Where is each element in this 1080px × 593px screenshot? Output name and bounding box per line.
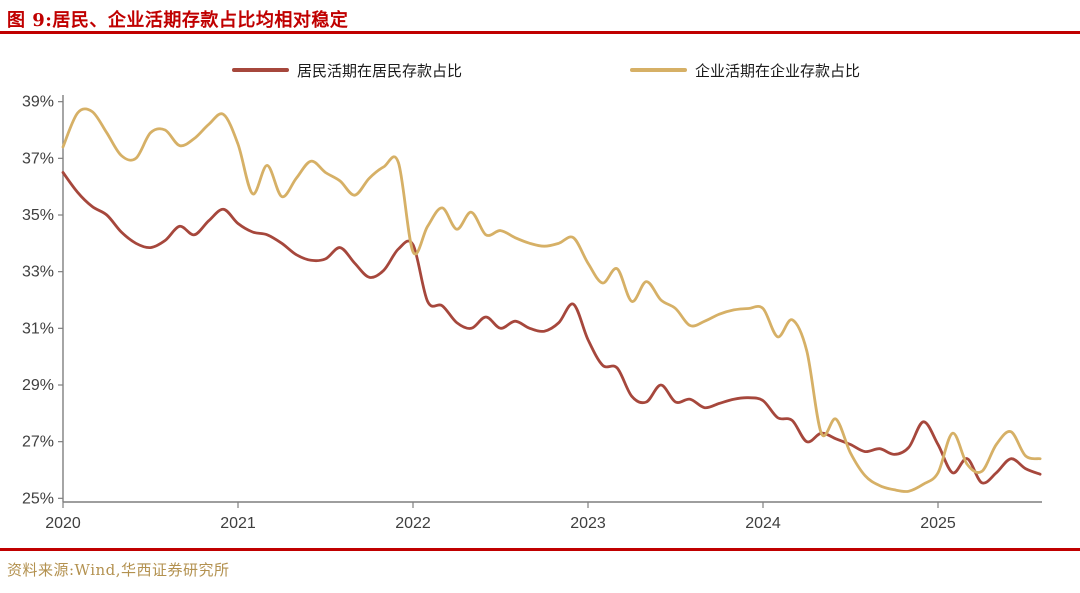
- title-divider-rule: [0, 31, 1080, 34]
- x-axis-label: 2022: [395, 515, 431, 532]
- y-axis-label: 37%: [22, 150, 54, 167]
- y-axis-label: 27%: [22, 434, 54, 451]
- source-note: 资料来源:Wind,华西证券研究所: [7, 561, 230, 579]
- series-line-resident: [61, 171, 1042, 485]
- figure-title: 图 9:居民、企业活期存款占比均相对稳定: [7, 10, 349, 31]
- footer-divider-rule: [0, 548, 1080, 551]
- legend-label-corporate: 企业活期在企业存款占比: [695, 61, 861, 80]
- y-axis-label: 25%: [22, 490, 54, 507]
- x-axis-label: 2024: [745, 515, 781, 532]
- y-axis-label: 33%: [22, 264, 54, 281]
- x-axis-label: 2023: [570, 515, 606, 532]
- legend-swatch-corporate: [630, 68, 687, 72]
- legend-label-resident: 居民活期在居民存款占比: [297, 61, 463, 80]
- legend-item-corporate: 企业活期在企业存款占比: [630, 61, 861, 80]
- legend-swatch-resident: [232, 68, 289, 72]
- y-axis-label: 31%: [22, 320, 54, 337]
- series-line-corporate: [61, 107, 1042, 493]
- y-axis-label: 39%: [22, 94, 54, 111]
- y-axis-label: 35%: [22, 207, 54, 224]
- x-axis-label: 2025: [920, 515, 956, 532]
- legend-item-resident: 居民活期在居民存款占比: [232, 61, 463, 80]
- y-axis-label: 29%: [22, 377, 54, 394]
- x-axis-label: 2020: [45, 515, 81, 532]
- x-axis-label: 2021: [220, 515, 256, 532]
